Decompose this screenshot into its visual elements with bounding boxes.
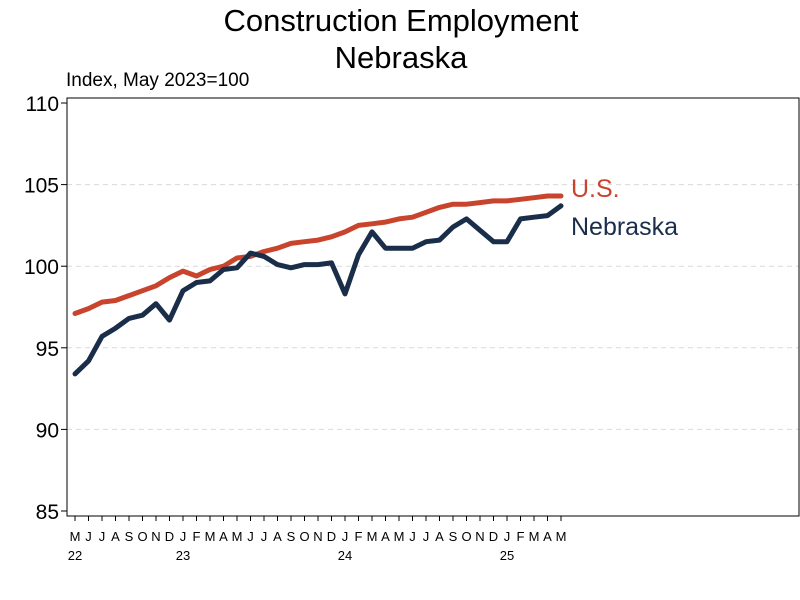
x-tick-label: M xyxy=(529,529,540,544)
y-axis: 85 90 95 100 105 110 xyxy=(24,93,67,524)
x-tick-label: S xyxy=(449,529,458,544)
x-tick-label: A xyxy=(111,529,120,544)
x-tick-label: F xyxy=(193,529,201,544)
x-tick-label: S xyxy=(287,529,296,544)
x-tick-label: N xyxy=(151,529,160,544)
x-tick-label: M xyxy=(556,529,567,544)
x-tick-label: D xyxy=(489,529,498,544)
y-tick-label: 95 xyxy=(36,338,59,361)
x-year-label: 25 xyxy=(500,548,514,563)
series-line-nebraska xyxy=(72,203,564,377)
chart-title: Construction Employment xyxy=(224,3,579,38)
x-tick-label: A xyxy=(543,529,552,544)
x-tick-label: A xyxy=(381,529,390,544)
grid-lines xyxy=(67,184,799,430)
x-tick-label: D xyxy=(165,529,174,544)
x-tick-label: F xyxy=(517,529,525,544)
x-tick-label: N xyxy=(313,529,322,544)
x-tick-label: O xyxy=(137,529,147,544)
series-lines xyxy=(72,193,564,377)
x-tick-label: J xyxy=(99,529,106,544)
y-tick-label: 90 xyxy=(36,419,59,442)
x-tick-label: M xyxy=(70,529,81,544)
x-tick-label: J xyxy=(261,529,268,544)
y-tick-label: 110 xyxy=(26,93,59,116)
x-tick-label: J xyxy=(423,529,430,544)
x-year-label: 22 xyxy=(68,548,82,563)
x-axis: M J J A S O N D J F M A M J J A S O N D J F M A M J J A S O N D J F M A M22 2… xyxy=(68,516,567,563)
x-tick-label: D xyxy=(327,529,336,544)
series-line-us xyxy=(72,193,564,316)
y-tick-label: 100 xyxy=(24,256,59,279)
x-tick-label: O xyxy=(461,529,471,544)
plot-frame xyxy=(66,97,800,517)
x-year-label: 23 xyxy=(176,548,190,563)
chart-subtitle: Nebraska xyxy=(335,40,468,75)
x-tick-label: M xyxy=(205,529,216,544)
x-year-label: 24 xyxy=(338,548,352,563)
x-tick-label: A xyxy=(219,529,228,544)
y-axis-label: Index, May 2023=100 xyxy=(66,70,249,91)
x-tick-label: N xyxy=(475,529,484,544)
x-tick-label: J xyxy=(342,529,349,544)
series-label-us: U.S. xyxy=(571,175,620,203)
x-tick-label: J xyxy=(247,529,254,544)
x-tick-label: J xyxy=(409,529,416,544)
x-tick-label: J xyxy=(504,529,511,544)
series-label-nebraska: Nebraska xyxy=(571,213,678,241)
x-tick-label: F xyxy=(355,529,363,544)
x-tick-label: A xyxy=(273,529,282,544)
x-tick-label: M xyxy=(367,529,378,544)
x-tick-label: M xyxy=(232,529,243,544)
x-tick-label: A xyxy=(435,529,444,544)
x-tick-label: J xyxy=(180,529,187,544)
y-tick-label: 85 xyxy=(36,501,59,524)
y-tick-label: 105 xyxy=(24,175,59,198)
x-tick-label: O xyxy=(299,529,309,544)
series-labels: U.S. Nebraska xyxy=(571,175,678,241)
x-tick-label: S xyxy=(125,529,134,544)
x-tick-label: M xyxy=(394,529,405,544)
x-tick-label: J xyxy=(85,529,92,544)
